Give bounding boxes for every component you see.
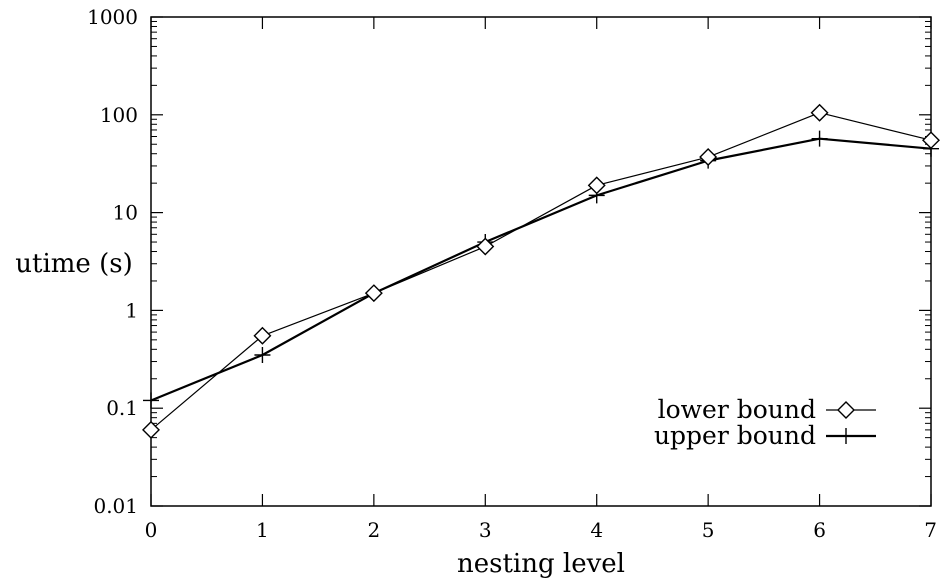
y-tick-label: 10: [113, 201, 138, 225]
series-upper-bound: [143, 130, 939, 409]
y-axis-title: utime (s): [15, 249, 132, 279]
series-line: [150, 137, 932, 402]
x-tick-label: 1: [256, 518, 269, 542]
legend-label: upper bound: [654, 421, 816, 450]
y-tick-label: 1: [125, 298, 138, 322]
x-tick-label: 3: [479, 518, 492, 542]
data-point-diamond: [810, 103, 829, 122]
x-tick-label: 6: [813, 518, 826, 542]
data-point-diamond: [587, 176, 606, 195]
x-tick-label: 7: [924, 518, 937, 542]
y-tick-label: 0.01: [93, 494, 138, 518]
legend-label: lower bound: [658, 395, 816, 424]
legend-marker-plus: [838, 428, 854, 444]
x-tick-label: 2: [367, 518, 380, 542]
x-tick-label: 0: [145, 518, 158, 542]
series-lower-bound: [142, 103, 940, 439]
y-tick-label: 0.1: [106, 396, 138, 420]
legend-marker-diamond: [837, 401, 855, 419]
data-point-diamond: [922, 131, 940, 150]
data-point-diamond: [142, 420, 160, 439]
data-point-plus: [811, 130, 828, 147]
tick-labels: 0.01 0.1 1 10 100 1000 0 1 2 3 4 5 6 7: [87, 5, 937, 542]
x-tick-label: 4: [590, 518, 603, 542]
ticks: [150, 16, 932, 507]
data-point-plus: [254, 346, 271, 363]
data-point-diamond: [364, 284, 383, 303]
y-tick-label: 1000: [87, 5, 138, 29]
x-tick-label: 5: [702, 518, 715, 542]
plot-frame: [150, 16, 932, 507]
data-point-diamond: [699, 148, 718, 167]
y-tick-label: 100: [100, 103, 138, 127]
series-layer: [142, 103, 940, 439]
data-point-diamond: [253, 326, 272, 345]
data-point-diamond: [476, 237, 495, 256]
x-axis-title: nesting level: [457, 549, 625, 579]
series-line: [150, 112, 932, 431]
data-point-plus: [143, 392, 159, 409]
